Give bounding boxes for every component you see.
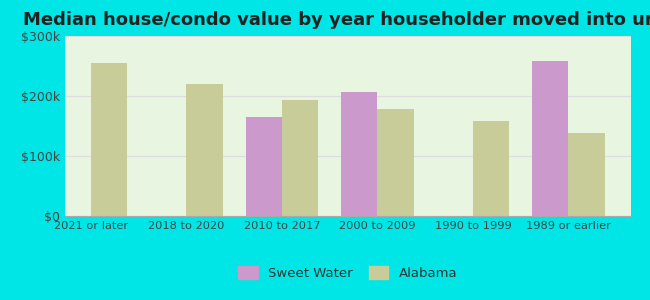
Bar (532, 61, 569, 216)
Legend: Sweet Water, Alabama: Sweet Water, Alabama (233, 260, 463, 285)
Bar (378, 109, 413, 216)
Bar (569, 133, 604, 216)
Title: Median house/condo value by year householder moved into unit: Median house/condo value by year househo… (23, 11, 650, 29)
Bar (341, 92, 378, 216)
Bar (246, 117, 282, 216)
Bar (187, 84, 222, 216)
Bar (473, 121, 509, 216)
Bar (282, 100, 318, 216)
Bar (91, 63, 127, 216)
